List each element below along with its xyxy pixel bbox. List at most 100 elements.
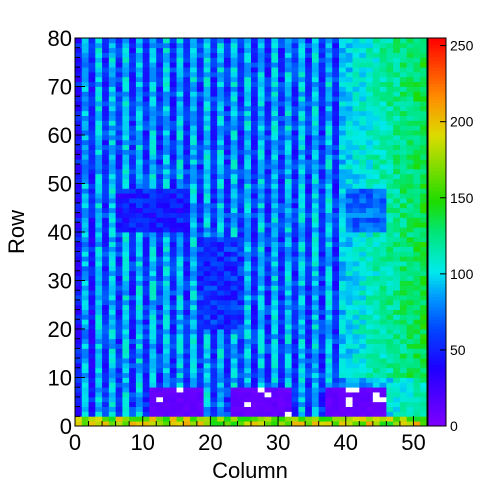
heatmap-cell — [183, 270, 191, 277]
heatmap-cell — [183, 396, 191, 403]
heatmap-cell — [149, 406, 157, 412]
colorbar-segment — [428, 241, 446, 246]
heatmap-cell — [332, 168, 340, 175]
heatmap-cell — [183, 125, 191, 131]
heatmap-cell — [291, 110, 299, 116]
heatmap-cell — [95, 81, 103, 87]
heatmap-cell — [379, 353, 387, 359]
heatmap-cell — [332, 62, 340, 68]
heatmap-cell — [156, 164, 164, 170]
heatmap-cell — [156, 362, 164, 369]
heatmap-cell — [156, 193, 164, 199]
heatmap-cell — [413, 343, 421, 349]
heatmap-cell — [217, 71, 225, 78]
heatmap-cell — [413, 406, 421, 412]
heatmap-cell — [108, 285, 117, 291]
heatmap-cell — [318, 256, 326, 262]
heatmap-cell — [183, 42, 191, 49]
heatmap-cell — [95, 135, 103, 141]
heatmap-cell — [122, 358, 130, 364]
heatmap-cell — [318, 178, 326, 184]
heatmap-cell — [176, 241, 184, 247]
heatmap-cell — [352, 236, 360, 243]
heatmap-cell — [217, 309, 225, 315]
heatmap-cell — [88, 309, 96, 315]
heatmap-cell — [149, 212, 157, 218]
heatmap-cell — [413, 333, 421, 340]
heatmap-cell — [88, 232, 96, 238]
heatmap-cell — [210, 236, 218, 243]
heatmap-cell — [230, 324, 238, 330]
heatmap-cell — [339, 47, 347, 53]
heatmap-cell — [298, 358, 306, 364]
heatmap-cell — [359, 265, 367, 272]
heatmap-cell — [190, 115, 198, 121]
heatmap-cell — [399, 125, 408, 131]
colorbar-segment — [428, 403, 446, 408]
heatmap-cell — [108, 338, 117, 344]
heatmap-cell — [190, 251, 198, 257]
heatmap-cell — [305, 324, 313, 330]
heatmap-cell — [325, 71, 333, 78]
colorbar-tick-label: 50 — [450, 342, 466, 358]
heatmap-cell — [95, 324, 103, 330]
heatmap-cell — [352, 198, 360, 204]
heatmap-cell — [81, 401, 89, 407]
heatmap-cell — [305, 159, 313, 165]
heatmap-cell — [169, 164, 177, 170]
heatmap-cell — [237, 86, 245, 92]
heatmap-cell — [291, 280, 299, 286]
heatmap-cell — [169, 236, 177, 243]
heatmap-cell — [325, 76, 333, 83]
heatmap-cell — [379, 144, 387, 150]
heatmap-cell — [190, 295, 198, 301]
heatmap-cell — [386, 362, 394, 369]
heatmap-cell — [230, 86, 238, 92]
heatmap-cell — [217, 149, 225, 155]
heatmap-cell — [176, 285, 184, 291]
heatmap-cell — [223, 67, 232, 73]
heatmap-cell — [420, 115, 428, 121]
heatmap-cell — [196, 416, 205, 422]
heatmap-cell — [223, 275, 232, 281]
heatmap-cell — [291, 236, 299, 243]
heatmap-cell — [345, 367, 353, 374]
heatmap-cell — [183, 101, 191, 107]
heatmap-cell — [366, 115, 374, 121]
heatmap-cell — [325, 154, 333, 160]
heatmap-cell — [217, 47, 225, 53]
heatmap-cell — [237, 367, 245, 374]
heatmap-cell — [271, 149, 279, 155]
heatmap-cell — [108, 198, 117, 204]
heatmap-cell — [251, 270, 259, 277]
heatmap-cell — [115, 217, 123, 223]
heatmap-cell — [183, 227, 191, 233]
heatmap-cell — [108, 256, 117, 262]
heatmap-cell — [115, 164, 123, 170]
heatmap-cell — [122, 324, 130, 330]
heatmap-cell — [325, 290, 333, 296]
heatmap-cell — [311, 222, 320, 228]
heatmap-cell — [339, 217, 347, 223]
heatmap-cell — [176, 236, 184, 243]
heatmap-cell — [298, 261, 306, 267]
heatmap-cell — [183, 280, 191, 286]
heatmap-cell — [156, 52, 164, 58]
heatmap-cell — [413, 52, 421, 58]
heatmap-cell — [75, 57, 83, 63]
heatmap-cell — [223, 183, 232, 189]
heatmap-cell — [366, 261, 374, 267]
heatmap-cell — [305, 392, 313, 398]
heatmap-cell — [352, 67, 360, 73]
heatmap-cell — [359, 38, 367, 44]
heatmap-cell — [393, 280, 401, 286]
heatmap-cell — [203, 285, 211, 291]
heatmap-cell — [176, 125, 184, 131]
heatmap-cell — [230, 47, 238, 53]
heatmap-cell — [95, 62, 103, 68]
heatmap-cell — [379, 343, 387, 349]
heatmap-cell — [95, 304, 103, 310]
heatmap-cell — [108, 275, 117, 281]
heatmap-cell — [386, 299, 394, 306]
heatmap-cell — [406, 392, 414, 398]
